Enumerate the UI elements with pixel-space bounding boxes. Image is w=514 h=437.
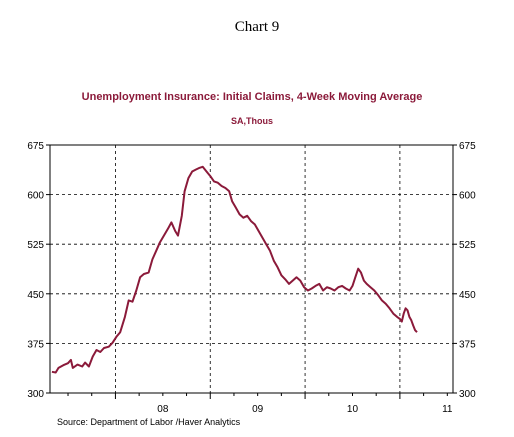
y-tick-label-right: 675 — [459, 141, 476, 152]
grid-lines — [50, 145, 453, 393]
x-tick-label: 08 — [157, 404, 169, 415]
series-layer — [51, 165, 418, 374]
y-tick-label-right: 600 — [459, 191, 476, 202]
y-tick-label-left: 675 — [27, 141, 44, 152]
y-tick-label-left: 525 — [27, 240, 44, 251]
x-tick-label: 09 — [252, 404, 264, 415]
y-tick-label-left: 300 — [27, 389, 44, 400]
y-tick-label-left: 450 — [27, 290, 44, 301]
y-tick-label-right: 450 — [459, 290, 476, 301]
axis-ticks — [46, 144, 457, 399]
chart-title: Unemployment Insurance: Initial Claims, … — [82, 91, 423, 103]
chart-heading: Chart 9 — [235, 19, 280, 35]
plot-frame — [49, 144, 454, 394]
y-tick-label-left: 375 — [27, 339, 44, 350]
y-tick-label-right: 375 — [459, 339, 476, 350]
x-tick-label: 10 — [347, 404, 359, 415]
series-line — [51, 165, 418, 374]
x-tick-label: 11 — [442, 404, 453, 415]
source-note: Source: Department of Labor /Haver Analy… — [57, 417, 241, 427]
axis-labels: 300 300 375 375 450 450 525 525 600 600 675 675 08 09… — [27, 141, 476, 415]
y-tick-label-right: 525 — [459, 240, 476, 251]
y-tick-label-left: 600 — [27, 191, 44, 202]
chart-subtitle: SA,Thous — [231, 116, 273, 126]
y-tick-label-right: 300 — [459, 389, 476, 400]
